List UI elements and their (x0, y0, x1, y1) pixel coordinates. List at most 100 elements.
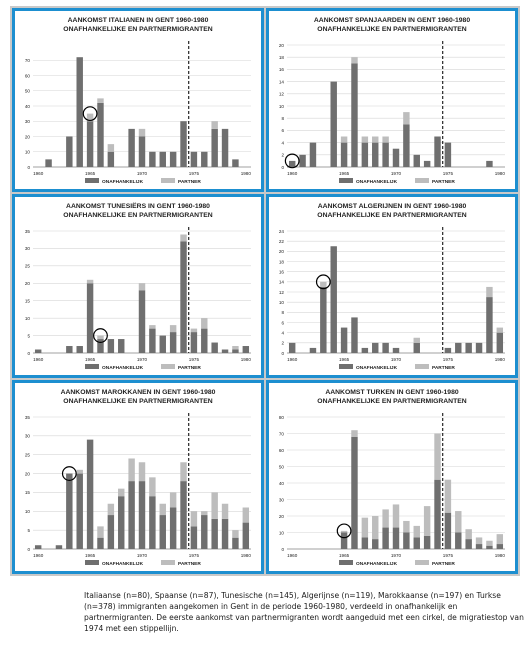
y-tick-label: 5 (27, 528, 30, 533)
bar-partner (118, 488, 125, 497)
chart-title: AANKOMST MAROKKANEN IN GENT 1960-1980 (61, 389, 216, 396)
bar-partner (107, 503, 115, 516)
bar-partner (444, 479, 452, 513)
y-tick-label: 20 (25, 281, 31, 286)
bar-onafhankelijk (159, 515, 166, 549)
x-tick-label: 1970 (391, 357, 402, 362)
bar-onafhankelijk (107, 151, 115, 167)
chart-panel-turken: AANKOMST TURKEN IN GENT 1960-1980 ONAFHAN… (266, 380, 518, 574)
bar-partner (496, 534, 504, 545)
y-tick-label: 0 (27, 165, 30, 170)
x-tick-label: 1980 (495, 171, 506, 176)
bar-partner (201, 511, 208, 516)
bar-partner (361, 517, 369, 538)
y-tick-label: 70 (279, 431, 285, 436)
chart-italianen: AANKOMST ITALIANEN IN GENT 1960-1980 ONAF… (25, 17, 251, 185)
y-tick-label: 20 (25, 471, 31, 476)
bar-onafhankelijk (66, 473, 73, 549)
bar-onafhankelijk (180, 121, 187, 167)
y-tick-label: 15 (25, 299, 31, 304)
chart-tunesiers: AANKOMST TUNESIËRS IN GENT 1960-1980 ONAF… (25, 202, 251, 371)
bar-partner (486, 286, 493, 298)
x-tick-label: 1975 (443, 357, 454, 362)
chart-panel-italianen: AANKOMST ITALIANEN IN GENT 1960-1980 ONAF… (12, 8, 264, 192)
bar-onafhankelijk (496, 332, 504, 353)
y-tick-label: 14 (279, 280, 285, 285)
bar-onafhankelijk (434, 479, 441, 549)
chart-panel-spanjaarden: AANKOMST SPANJAARDEN IN GENT 1960-1980 ON… (266, 8, 518, 192)
bar-onafhankelijk (372, 342, 379, 353)
legend-label-partner: PARTNER (178, 365, 201, 371)
y-tick-label: 35 (25, 415, 31, 420)
y-tick-label: 40 (25, 104, 31, 109)
x-tick-label: 1965 (85, 553, 96, 558)
bar-partner (190, 511, 198, 527)
bar-onafhankelijk (486, 545, 493, 549)
chart-algerijnen: AANKOMST ALGERIJNEN IN GENT 1960-1980 ONA… (279, 203, 505, 371)
bar-onafhankelijk (76, 473, 83, 549)
bar-partner (180, 462, 187, 482)
legend-label-partner: PARTNER (432, 179, 455, 185)
x-tick-label: 1980 (495, 553, 506, 558)
y-tick-label: 10 (25, 316, 31, 321)
bar-onafhankelijk (413, 154, 420, 167)
y-tick-label: 60 (25, 73, 31, 78)
bar-onafhankelijk (128, 128, 135, 167)
bar-onafhankelijk (403, 532, 410, 549)
x-tick-label: 1970 (137, 171, 148, 176)
bar-onafhankelijk (107, 339, 115, 353)
bar-partner (382, 136, 389, 143)
y-tick-label: 18 (279, 259, 285, 264)
bar-onafhankelijk (444, 512, 452, 549)
y-tick-label: 30 (25, 119, 31, 124)
y-tick-label: 0 (27, 547, 30, 552)
legend-label-partner: PARTNER (178, 561, 201, 567)
bar-onafhankelijk (309, 142, 317, 167)
bar-onafhankelijk (118, 496, 125, 549)
bar-partner (221, 503, 229, 519)
bar-onafhankelijk (232, 159, 239, 167)
legend-label-onafhankelijk: ONAFHANKELIJK (356, 179, 398, 185)
bar-onafhankelijk (118, 339, 125, 353)
legend-label-onafhankelijk: ONAFHANKELIJK (102, 365, 144, 371)
x-tick-label: 1970 (137, 553, 148, 558)
y-tick-label: 6 (281, 320, 284, 325)
bar-partner (434, 433, 441, 480)
y-tick-label: 20 (279, 249, 285, 254)
bar-onafhankelijk (221, 518, 229, 549)
x-tick-label: 1975 (189, 553, 200, 558)
bar-partner (97, 98, 104, 103)
x-tick-label: 1960 (33, 357, 44, 362)
bar-onafhankelijk (169, 332, 177, 353)
bar-partner (382, 509, 389, 528)
legend-label-onafhankelijk: ONAFHANKELIJK (356, 365, 398, 371)
bar-partner (232, 530, 239, 538)
bar-partner (201, 318, 208, 329)
bar-onafhankelijk (86, 439, 94, 549)
bar-partner (475, 537, 483, 545)
y-tick-label: 18 (279, 55, 285, 60)
legend-swatch-partner (161, 364, 175, 369)
y-tick-label: 10 (25, 150, 31, 155)
legend-swatch-onafhankelijk (339, 364, 353, 369)
bar-onafhankelijk (97, 339, 104, 353)
y-tick-label: 25 (25, 453, 31, 458)
x-tick-label: 1960 (287, 171, 298, 176)
chart-subtitle: ONAFHANKELIJKE EN PARTNERMIGRANTEN (317, 398, 466, 405)
legend-swatch-onafhankelijk (339, 560, 353, 565)
y-tick-label: 5 (27, 333, 30, 338)
bar-onafhankelijk (288, 342, 296, 353)
x-tick-label: 1975 (443, 553, 454, 558)
bar-onafhankelijk (201, 515, 208, 549)
bar-partner (97, 335, 104, 340)
bar-onafhankelijk (340, 327, 348, 353)
bar-onafhankelijk (86, 283, 94, 353)
bar-onafhankelijk (169, 151, 177, 167)
bar-partner (413, 337, 420, 343)
chart-turken: AANKOMST TURKEN IN GENT 1960-1980 ONAFHAN… (279, 389, 506, 567)
y-tick-label: 30 (279, 497, 285, 502)
bar-onafhankelijk (455, 532, 462, 549)
bar-partner (465, 529, 472, 540)
x-tick-label: 1965 (339, 357, 350, 362)
chart-subtitle: ONAFHANKELIJKE EN PARTNERMIGRANTEN (63, 212, 212, 219)
